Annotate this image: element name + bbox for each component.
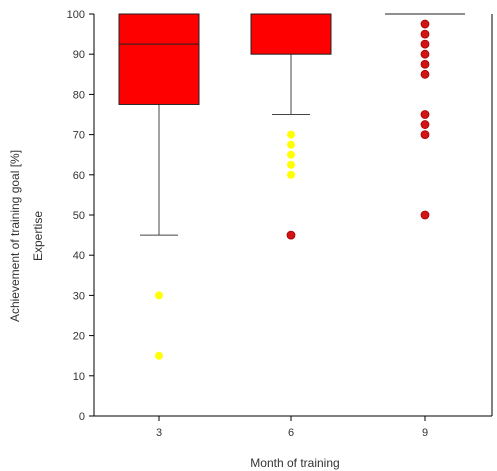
- y-tick-label: 70: [73, 130, 85, 142]
- x-axis-title: Month of training: [250, 456, 339, 470]
- outlier-series: [155, 19, 430, 360]
- y-axis-title: Achievement of training goal [%]: [8, 150, 22, 322]
- y-tick-label: 40: [73, 250, 85, 262]
- box-series: [118, 13, 465, 236]
- x-tick-label: 6: [288, 427, 294, 439]
- x-tick-label: 3: [156, 427, 162, 439]
- outlier-point: [155, 291, 163, 300]
- outlier-point: [287, 160, 295, 169]
- outlier-point: [420, 120, 430, 129]
- outlier-point: [420, 210, 430, 220]
- y-tick-label: 30: [73, 290, 85, 302]
- x-axis: 3 6 9: [156, 416, 428, 439]
- y-tick-label: 90: [73, 49, 85, 61]
- x-tick-label: 9: [422, 427, 428, 439]
- y-tick-label: 50: [73, 210, 85, 222]
- box-iqr: [118, 13, 200, 105]
- outlier-point: [420, 29, 430, 39]
- outlier-point: [287, 130, 295, 139]
- y-tick-label: 10: [73, 371, 85, 383]
- outlier-point: [286, 230, 296, 240]
- outlier-point: [287, 170, 295, 179]
- y-tick-label: 100: [67, 9, 85, 21]
- box-iqr: [250, 13, 332, 55]
- outlier-point: [155, 351, 163, 360]
- outlier-point: [287, 140, 295, 149]
- outlier-point: [420, 110, 430, 119]
- outlier-point: [420, 39, 430, 49]
- y-axis: 0 10 20 30 40 50 60 70 80 90 100: [67, 9, 94, 423]
- outlier-point: [420, 69, 430, 79]
- outlier-point: [420, 130, 430, 140]
- y-tick-label: 60: [73, 170, 85, 182]
- outlier-point: [287, 150, 295, 159]
- outlier-point: [420, 49, 430, 59]
- y-tick-label: 80: [73, 89, 85, 101]
- y-tick-label: 0: [79, 411, 85, 423]
- y-tick-label: 20: [73, 331, 85, 343]
- outlier-point: [420, 19, 430, 29]
- y-axis-subtitle: Expertise: [31, 211, 45, 261]
- outlier-point: [420, 59, 430, 69]
